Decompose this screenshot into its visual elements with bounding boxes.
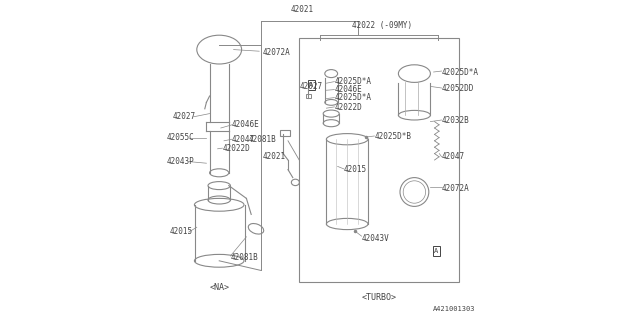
- Text: 42025D*A: 42025D*A: [334, 77, 371, 86]
- Text: A421001303: A421001303: [433, 306, 475, 312]
- Text: 42047: 42047: [442, 152, 465, 161]
- Text: <TURBO>: <TURBO>: [362, 293, 397, 302]
- Text: 42021: 42021: [262, 152, 285, 161]
- Bar: [280, 130, 290, 136]
- Text: 42032B: 42032B: [442, 116, 469, 124]
- Text: 42072A: 42072A: [262, 48, 290, 57]
- Text: 42081B: 42081B: [249, 135, 277, 144]
- Text: 42025D*A: 42025D*A: [442, 68, 479, 76]
- Bar: [300, 38, 460, 282]
- Text: 42022D: 42022D: [334, 103, 362, 112]
- Text: 42055C: 42055C: [166, 133, 194, 142]
- Text: 42027: 42027: [300, 82, 323, 91]
- Text: 42046E: 42046E: [232, 120, 260, 129]
- Text: A: A: [309, 82, 313, 88]
- Text: 42047: 42047: [232, 135, 255, 144]
- Text: 42025D*B: 42025D*B: [374, 132, 412, 140]
- Text: 42052DD: 42052DD: [442, 84, 474, 92]
- Text: A: A: [434, 248, 438, 254]
- Text: 42025D*A: 42025D*A: [334, 93, 371, 102]
- Text: 42043P: 42043P: [166, 157, 194, 166]
- Bar: [433, 246, 440, 256]
- Bar: [306, 94, 311, 98]
- Text: 42081B: 42081B: [230, 253, 258, 262]
- Text: 42021: 42021: [291, 5, 314, 14]
- Text: 42022D: 42022D: [223, 144, 250, 153]
- Text: 42015: 42015: [170, 228, 193, 236]
- Text: 42027: 42027: [173, 112, 196, 121]
- Text: 42015: 42015: [344, 165, 367, 174]
- Text: <NA>: <NA>: [209, 284, 229, 292]
- Text: 42046E: 42046E: [334, 85, 362, 94]
- Bar: [307, 80, 315, 90]
- Text: 42022 (-09MY): 42022 (-09MY): [352, 21, 412, 30]
- Text: 42072A: 42072A: [442, 184, 469, 193]
- Text: 42043V: 42043V: [362, 234, 389, 243]
